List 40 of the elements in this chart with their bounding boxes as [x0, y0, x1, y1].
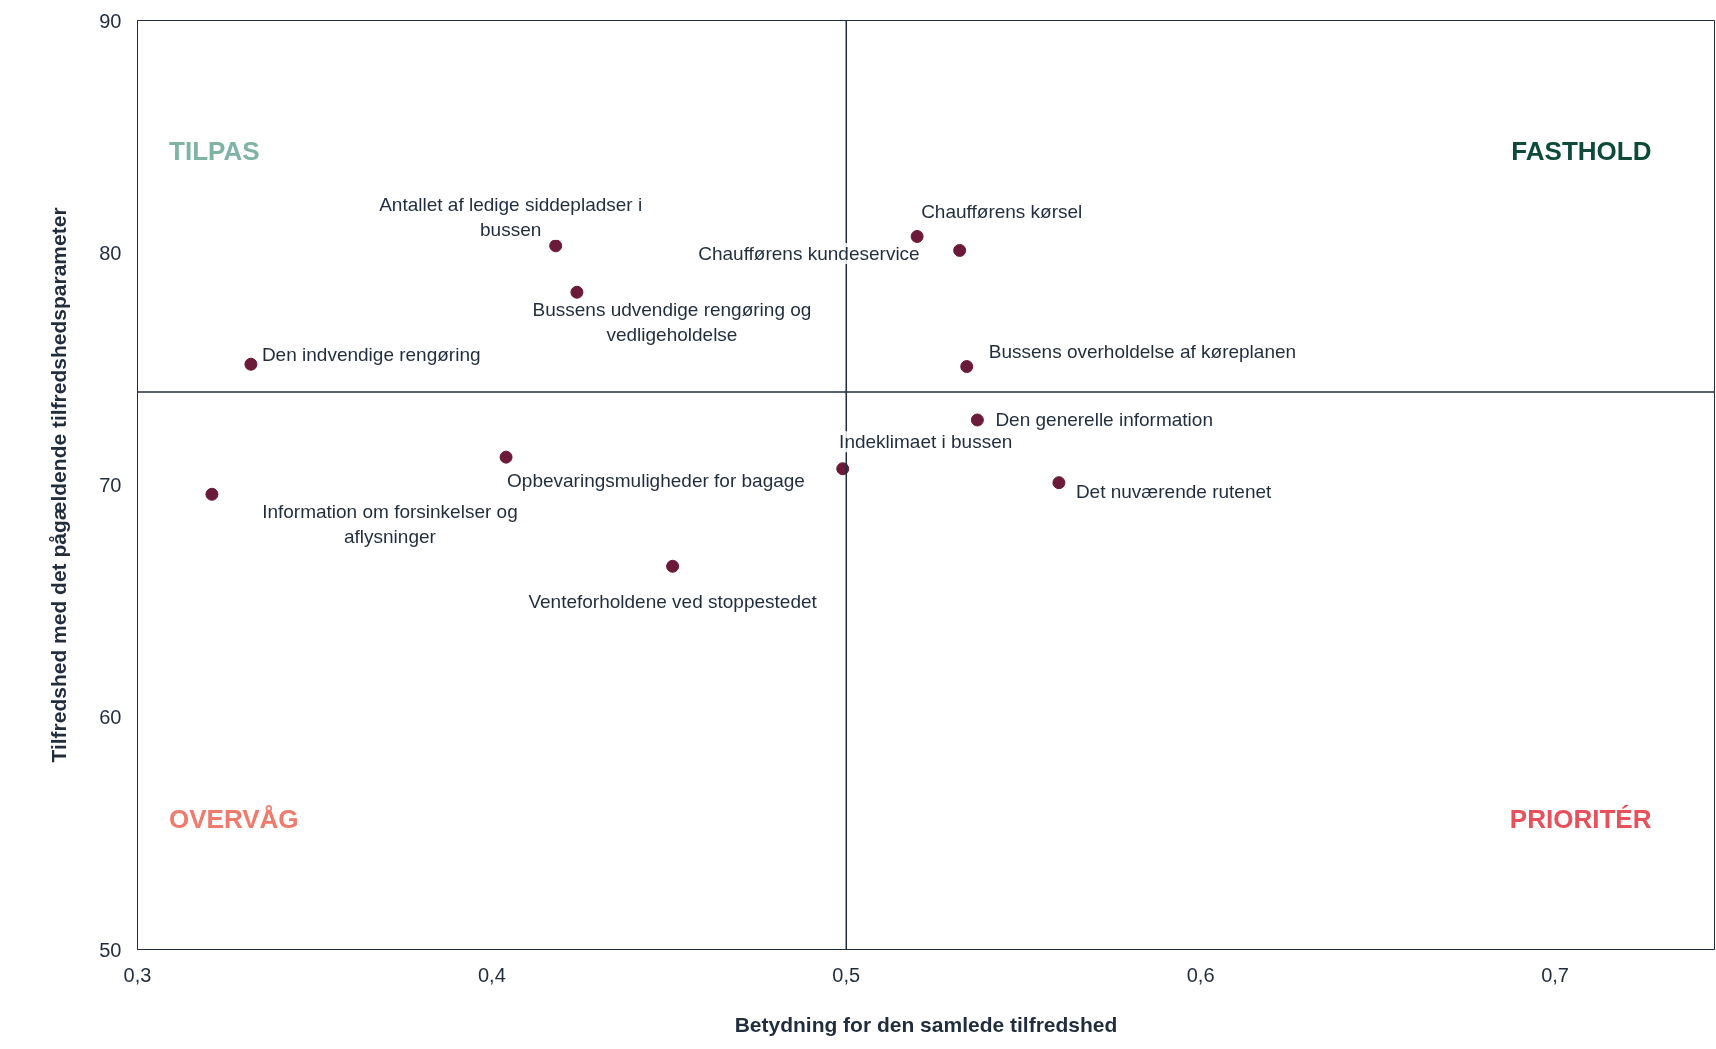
point — [570, 285, 584, 299]
point — [499, 450, 513, 464]
annotation: Indeklimaet i bussen — [839, 431, 1013, 453]
annotation: Antallet af ledige siddepladser i bussen — [379, 193, 643, 240]
annotation: Den generelle information — [995, 409, 1213, 431]
x-tick-label: 0,3 — [123, 963, 152, 986]
x-tick-label: 0,6 — [1186, 963, 1215, 986]
annotation: Chaufførens kørsel — [921, 200, 1083, 222]
annotation: Information om forsinkelser og aflysninger — [262, 501, 518, 548]
annotation: PRIORITÉR — [1509, 804, 1652, 835]
annotation: Det nuværende rutenet — [1075, 481, 1273, 503]
annotation: Bussens overholdelse af køreplanen — [988, 341, 1297, 363]
point — [1052, 476, 1066, 490]
annotation: Opbevaringsmuligheder for bagage — [507, 469, 805, 491]
annotation: TILPAS — [169, 135, 260, 166]
annotation: Bussens udvendige rengøring og vedligeholdelse — [532, 299, 812, 346]
x-axis-title: Betydning for den samlede tilfredshed — [734, 1012, 1118, 1036]
y-tick-label: 50 — [99, 938, 122, 961]
point — [953, 243, 967, 257]
annotation: Den indvendige rengøring — [261, 343, 481, 365]
y-tick-label: 60 — [99, 706, 122, 729]
point — [666, 559, 680, 573]
point — [205, 487, 219, 501]
point — [836, 462, 850, 476]
point — [970, 413, 984, 427]
x-tick-label: 0,4 — [477, 963, 506, 986]
x-tick-label: 0,7 — [1541, 963, 1569, 986]
y-axis-title: Tilfredshed med det pågældende tilfredshedsparameter — [47, 207, 71, 763]
point — [910, 230, 924, 243]
x-tick-label: 0,5 — [832, 963, 861, 986]
annotation: OVERVÅG — [169, 804, 299, 835]
annotation: FASTHOLD — [1511, 135, 1652, 166]
point — [960, 360, 974, 374]
y-tick-label: 70 — [99, 474, 122, 496]
annotation: Venteforholdene ved stoppestedet — [528, 590, 818, 612]
y-tick-label: 90 — [99, 9, 122, 32]
point — [244, 357, 258, 371]
point — [549, 239, 563, 253]
y-tick-label: 80 — [99, 241, 122, 264]
annotation: Chaufførens kundeservice — [698, 242, 920, 264]
